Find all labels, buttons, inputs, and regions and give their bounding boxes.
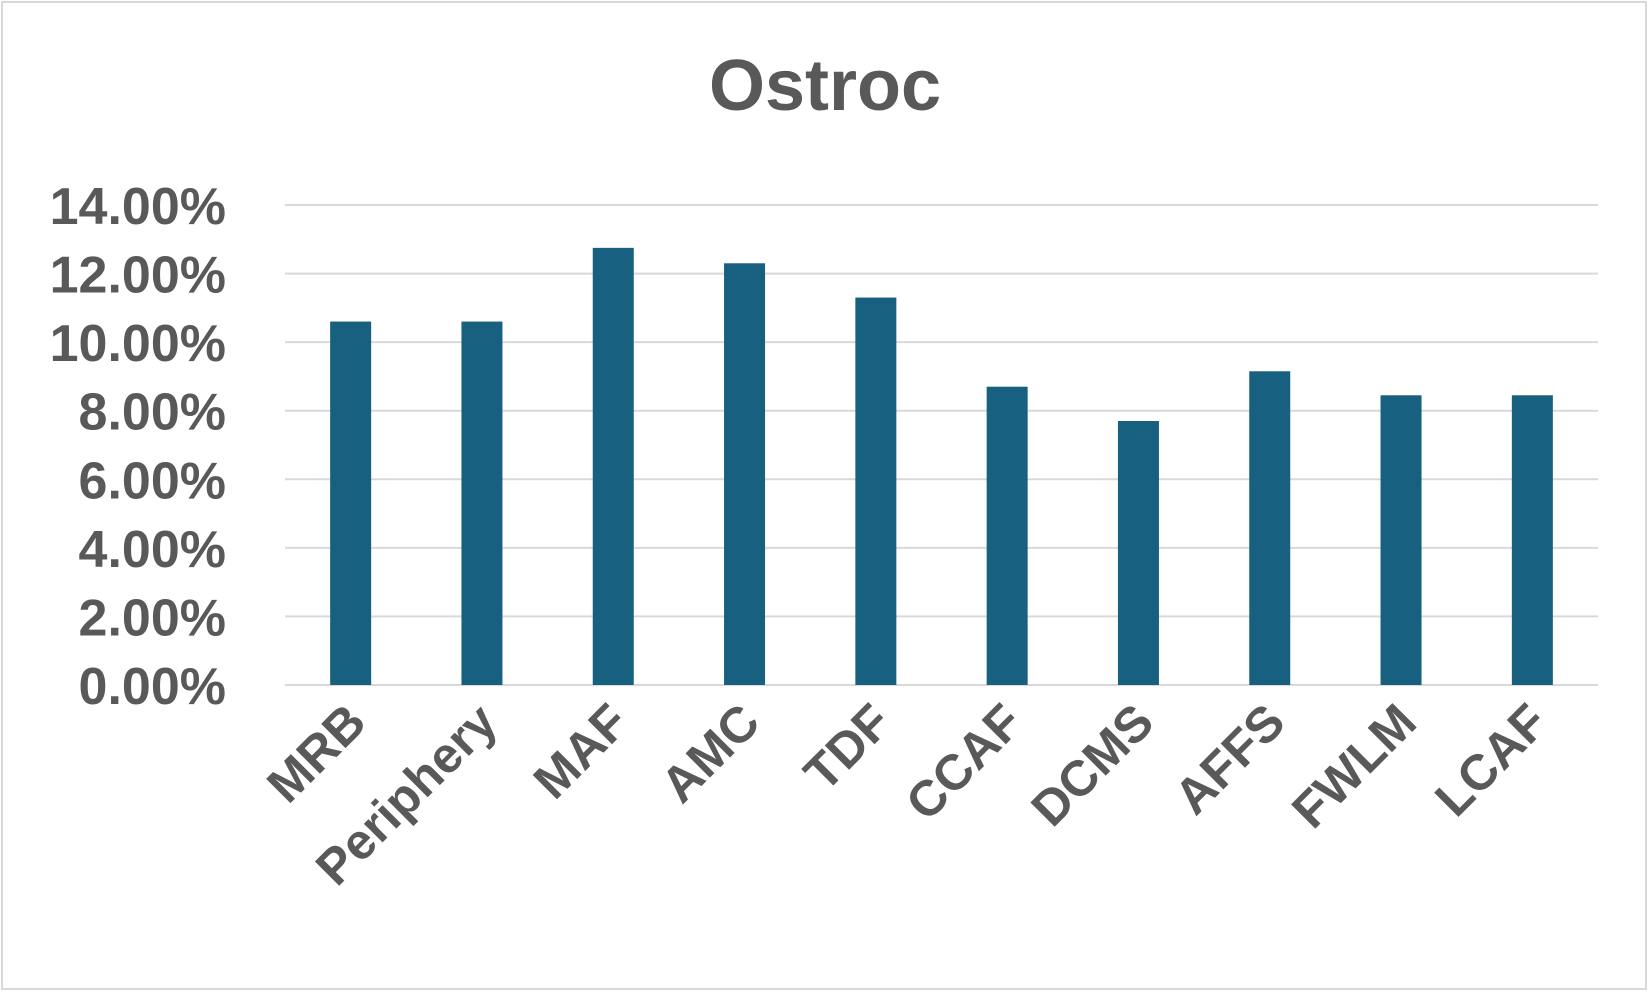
y-tick-label: 0.00%	[79, 658, 226, 716]
bars	[330, 247, 1553, 685]
bar	[855, 297, 897, 685]
y-tick-label: 4.00%	[79, 521, 226, 579]
y-tick-label: 8.00%	[79, 384, 226, 442]
x-tick-label: AFFS	[1164, 693, 1296, 825]
y-tick-label: 2.00%	[79, 589, 226, 647]
bar	[592, 247, 634, 685]
x-tick-label: CCAF	[895, 693, 1033, 831]
x-tick-label: FWLM	[1281, 693, 1427, 839]
bar	[724, 263, 766, 685]
bar	[1380, 395, 1422, 685]
y-axis-tick-labels: 0.00% 2.00% 4.00% 6.00% 8.00% 10.00% 12.00% 14.…	[50, 178, 226, 716]
bar	[1511, 395, 1553, 685]
bar	[1117, 421, 1159, 685]
x-tick-label: MAF	[523, 693, 639, 809]
bar	[461, 321, 503, 685]
gridlines	[285, 204, 1598, 686]
x-tick-label: TDF	[793, 693, 901, 801]
x-tick-label: AMC	[650, 693, 770, 813]
y-tick-label: 14.00%	[50, 178, 226, 236]
chart-title: Ostroc	[709, 46, 941, 126]
y-tick-label: 10.00%	[50, 315, 226, 373]
x-tick-label: LCAF	[1424, 693, 1558, 827]
y-tick-label: 6.00%	[79, 452, 226, 510]
bar	[986, 386, 1028, 685]
bar	[330, 321, 372, 685]
x-tick-label: DCMS	[1021, 693, 1165, 837]
bar	[1249, 371, 1291, 685]
x-tick-label: MRB	[256, 693, 376, 813]
y-tick-label: 12.00%	[50, 247, 226, 305]
